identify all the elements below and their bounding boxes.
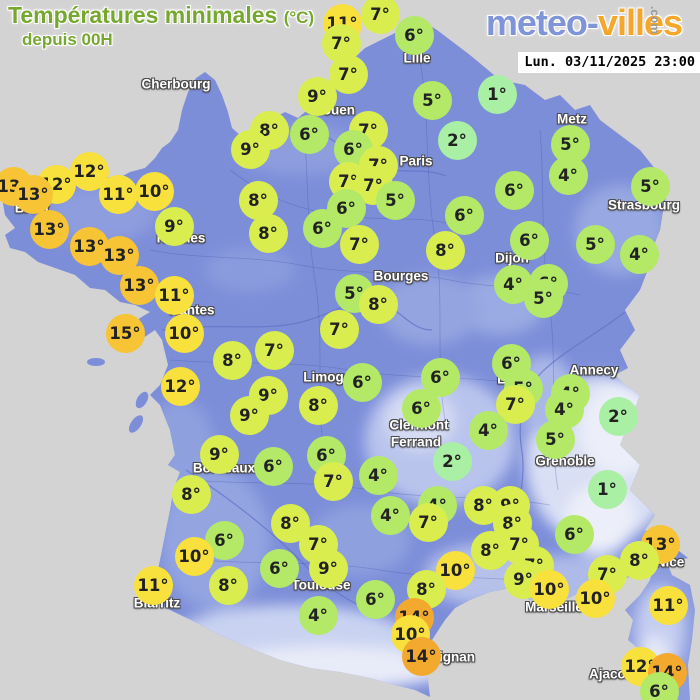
temperature-bubble[interactable]: 11°	[154, 275, 194, 315]
title-block: Températures minimales (°C) depuis 00H	[8, 2, 314, 50]
temperature-bubble[interactable]: 5°	[412, 80, 452, 120]
temperature-bubble[interactable]: 6°	[509, 220, 549, 260]
page-subtitle: depuis 00H	[22, 30, 113, 49]
temperature-bubble[interactable]: 6°	[394, 15, 434, 55]
temperature-bubble[interactable]: 9°	[297, 76, 337, 116]
page-title: Températures minimales (°C)	[8, 2, 314, 29]
title-text: Températures minimales	[8, 2, 278, 28]
temperature-bubble[interactable]: 15°	[105, 313, 145, 353]
temperature-bubble[interactable]: 7°	[408, 502, 448, 542]
temperature-bubble[interactable]: 9°	[229, 395, 269, 435]
temperature-bubble[interactable]: 13°	[13, 174, 53, 214]
temperature-bubble[interactable]: 13°	[99, 235, 139, 275]
temperature-bubble[interactable]: 2°	[598, 396, 638, 436]
temperature-bubble[interactable]: 7°	[313, 461, 353, 501]
temperature-bubble[interactable]: 14°	[401, 636, 441, 676]
temperature-bubble[interactable]: 4°	[619, 234, 659, 274]
temperature-bubble[interactable]: 11°	[133, 565, 173, 605]
temperature-bubble[interactable]: 5°	[550, 124, 590, 164]
temperature-bubble[interactable]: 6°	[494, 170, 534, 210]
temperature-bubble[interactable]: 13°	[69, 226, 109, 266]
temperature-bubble[interactable]: 8°	[212, 340, 252, 380]
temperature-bubble[interactable]: 8°	[298, 385, 338, 425]
temperature-bubble[interactable]: 6°	[554, 514, 594, 554]
temperature-bubble[interactable]: 9°	[308, 548, 348, 588]
temperature-bubble[interactable]: 6°	[289, 114, 329, 154]
temperature-bubble[interactable]: 7°	[495, 384, 535, 424]
temperature-bubble[interactable]: 6°	[639, 671, 679, 700]
temperature-bubble[interactable]: 9°	[230, 129, 270, 169]
logo-part-blue: meteo-	[485, 2, 599, 43]
temperature-bubble[interactable]: 7°	[339, 224, 379, 264]
temperature-bubble[interactable]: 13°	[119, 265, 159, 305]
temperature-bubble[interactable]: 6°	[253, 446, 293, 486]
temperature-bubble[interactable]: 4°	[548, 155, 588, 195]
logo-tld: .com	[647, 6, 662, 35]
meteo-villes-logo[interactable]: meteo-villes .com	[485, 2, 683, 44]
temperature-bubble[interactable]: 5°	[375, 180, 415, 220]
temperature-bubble[interactable]: 4°	[468, 410, 508, 450]
temperature-bubble[interactable]: 4°	[298, 595, 338, 635]
title-unit: (°C)	[283, 8, 315, 27]
temperature-bubble[interactable]: 11°	[98, 174, 138, 214]
temperature-bubble[interactable]: 8°	[238, 180, 278, 220]
temperature-bubble[interactable]: 5°	[575, 224, 615, 264]
temperature-bubble[interactable]: 8°	[208, 565, 248, 605]
temperature-bubble[interactable]: 6°	[302, 208, 342, 248]
temperature-bubble[interactable]: 6°	[444, 195, 484, 235]
temperature-bubble[interactable]: 6°	[342, 362, 382, 402]
temperature-bubble[interactable]: 12°	[160, 366, 200, 406]
temperature-bubble[interactable]: 10°	[134, 171, 174, 211]
temperature-bubble[interactable]: 10°	[164, 313, 204, 353]
temperature-bubble[interactable]: 6°	[259, 548, 299, 588]
temperature-bubble[interactable]: 7°	[360, 0, 400, 34]
temperature-bubble[interactable]: 5°	[630, 166, 670, 206]
temperature-bubble[interactable]: 8°	[425, 230, 465, 270]
temperature-bubble[interactable]: 2°	[437, 120, 477, 160]
temperature-bubble[interactable]: 13°	[29, 209, 69, 249]
temperature-bubble[interactable]: 2°	[432, 441, 472, 481]
temperature-bubble[interactable]: 9°	[199, 434, 239, 474]
temperature-bubble[interactable]: 5°	[535, 419, 575, 459]
temperature-bubble[interactable]: 10°	[575, 578, 615, 618]
temperature-bubble[interactable]: 9°	[154, 206, 194, 246]
temperature-bubble[interactable]: 11°	[648, 585, 688, 625]
datetime-badge: Lun. 03/11/2025 23:00	[518, 52, 700, 73]
temperature-bubble[interactable]: 1°	[587, 469, 627, 509]
temperature-bubble[interactable]: 8°	[248, 213, 288, 253]
temperature-bubble[interactable]: 8°	[358, 284, 398, 324]
temperature-bubble[interactable]: 7°	[254, 330, 294, 370]
temperature-bubble[interactable]: 8°	[171, 474, 211, 514]
islands	[87, 358, 149, 433]
temperature-bubble[interactable]: 6°	[355, 579, 395, 619]
temperature-bubble[interactable]: 8°	[270, 503, 310, 543]
temperature-bubble[interactable]: 4°	[370, 495, 410, 535]
temperature-bubble[interactable]: 5°	[523, 278, 563, 318]
logo-part-orange: villes	[597, 2, 683, 43]
temperature-bubble[interactable]: 4°	[358, 455, 398, 495]
temperature-bubble[interactable]: 6°	[401, 388, 441, 428]
temperature-bubble[interactable]: 7°	[319, 309, 359, 349]
temperature-bubble[interactable]: 1°	[477, 74, 517, 114]
temperature-bubble[interactable]: 10°	[529, 569, 569, 609]
temperature-bubble[interactable]: 8°	[470, 530, 510, 570]
temperature-bubble[interactable]: 10°	[174, 536, 214, 576]
